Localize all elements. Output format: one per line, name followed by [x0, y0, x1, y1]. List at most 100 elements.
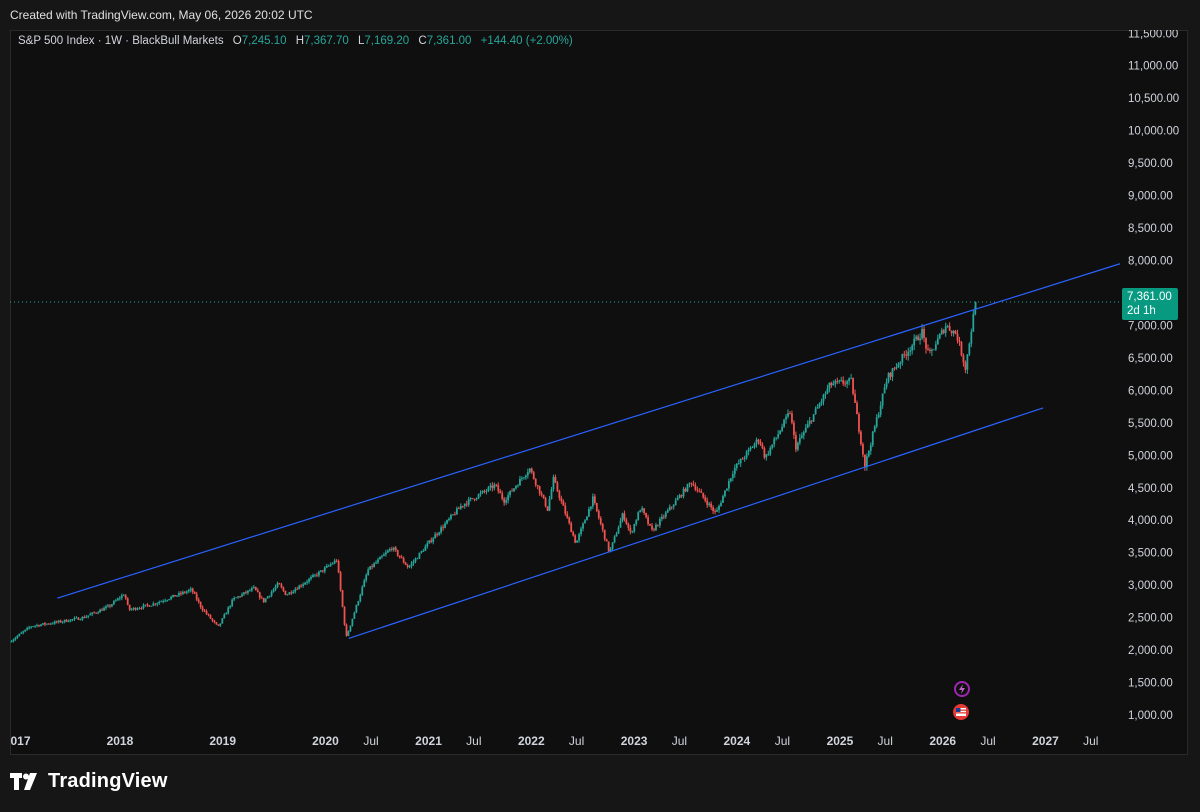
candle-body — [783, 419, 785, 427]
candle-body — [375, 562, 377, 564]
candle-body — [114, 600, 117, 602]
candle-body — [479, 492, 482, 495]
high-label: H — [295, 35, 305, 47]
lightning-icon[interactable] — [954, 681, 970, 697]
candle-body — [174, 594, 176, 597]
symbol-name[interactable]: S&P 500 Index · 1W · BlackBull Markets — [18, 35, 224, 47]
candle-body — [276, 583, 279, 587]
candle-body — [432, 538, 435, 542]
candle-body — [617, 527, 620, 534]
candle-body — [156, 603, 159, 605]
candle-body — [576, 540, 579, 543]
candle-body — [243, 592, 245, 595]
change-value: +144.40 (+2.00%) — [480, 35, 573, 47]
time-axis-label: Jul — [1083, 734, 1098, 748]
candle-body — [357, 601, 360, 606]
candle-body — [418, 552, 421, 559]
candle-body — [540, 493, 543, 495]
candle-body — [850, 378, 852, 379]
candle-body — [109, 605, 111, 607]
tradingview-logo[interactable]: TradingView — [10, 770, 168, 793]
overlay-layer — [10, 263, 1121, 639]
candle-body — [67, 621, 70, 623]
candle-body — [615, 533, 618, 537]
candle-body — [627, 523, 630, 528]
candle-body — [584, 520, 586, 524]
price-axis-label: 2,000.00 — [1128, 645, 1173, 657]
candle-body — [789, 413, 791, 415]
price-axis-label: 2,500.00 — [1128, 613, 1173, 625]
candle-body — [735, 463, 738, 468]
candle-body — [461, 506, 464, 507]
candle-body — [938, 334, 941, 339]
candle-body — [430, 540, 433, 542]
candle-body — [209, 615, 212, 619]
candle-body — [327, 565, 330, 567]
candle-body — [438, 532, 441, 535]
time-axis-label: Jul — [466, 734, 481, 748]
candle-body — [844, 383, 847, 385]
close-label: C — [418, 35, 427, 47]
candle-body — [152, 603, 155, 606]
candle-body — [481, 490, 484, 493]
symbol-legend[interactable]: S&P 500 Index · 1W · BlackBull Markets O… — [18, 35, 573, 47]
candle-body — [720, 502, 722, 506]
candle-body — [148, 605, 151, 607]
candle-body — [690, 483, 693, 485]
candle-body — [769, 447, 772, 455]
price-axis-label: 3,500.00 — [1128, 548, 1173, 560]
us-flag-icon[interactable] — [953, 704, 969, 720]
candle-body — [863, 454, 866, 468]
candle-body — [674, 500, 677, 506]
price-axis-label: 4,000.00 — [1128, 515, 1173, 527]
time-axis-label: 2022 — [518, 734, 545, 748]
candle-body — [292, 591, 295, 594]
candle-body — [359, 594, 362, 602]
candle-body — [497, 485, 500, 491]
candle-body — [144, 604, 147, 606]
candle-body — [75, 617, 78, 619]
candle-body — [65, 619, 68, 622]
candle-body — [300, 585, 303, 587]
candle-body — [564, 505, 567, 514]
candle-body — [800, 435, 803, 438]
candle-body — [580, 528, 582, 535]
candle-body — [217, 624, 220, 626]
candle-body — [726, 488, 728, 491]
candle-body — [505, 500, 508, 503]
candle-body — [536, 484, 539, 486]
candle-body — [570, 523, 573, 533]
candle-body — [871, 431, 874, 446]
candle-body — [881, 393, 884, 406]
candle-body — [180, 592, 182, 594]
candle-body — [893, 368, 896, 370]
price-axis-label: 8,500.00 — [1128, 223, 1173, 235]
time-axis-label: Jul — [980, 734, 995, 748]
candle-body — [42, 623, 44, 625]
candle-body — [775, 437, 778, 439]
candle-body — [653, 529, 655, 531]
candle-body — [233, 597, 236, 600]
chart-frame[interactable] — [10, 30, 1188, 755]
candle-body — [99, 609, 102, 613]
candle-body — [20, 632, 23, 634]
candle-body — [710, 503, 713, 508]
candle-body — [465, 503, 468, 505]
candle-body — [16, 636, 19, 638]
candle-body — [256, 590, 259, 593]
candle-body — [936, 338, 939, 345]
candle-body — [846, 381, 849, 384]
candle-body — [252, 586, 255, 589]
price-chart[interactable]: 1,000.00 1,500.00 2,000.00 2,500.00 3,000.00… — [10, 30, 1188, 755]
candle-body — [343, 606, 346, 625]
candle-body — [729, 478, 732, 482]
candle-body — [848, 378, 851, 382]
price-axis-label: 11,000.00 — [1128, 61, 1178, 73]
candle-body — [219, 623, 222, 626]
candle-body — [95, 612, 98, 614]
candle-body — [942, 330, 945, 333]
candle-body — [349, 625, 352, 632]
price-axis-label: 8,000.00 — [1128, 256, 1173, 268]
candle-body — [408, 566, 411, 568]
candle-body — [122, 595, 125, 597]
